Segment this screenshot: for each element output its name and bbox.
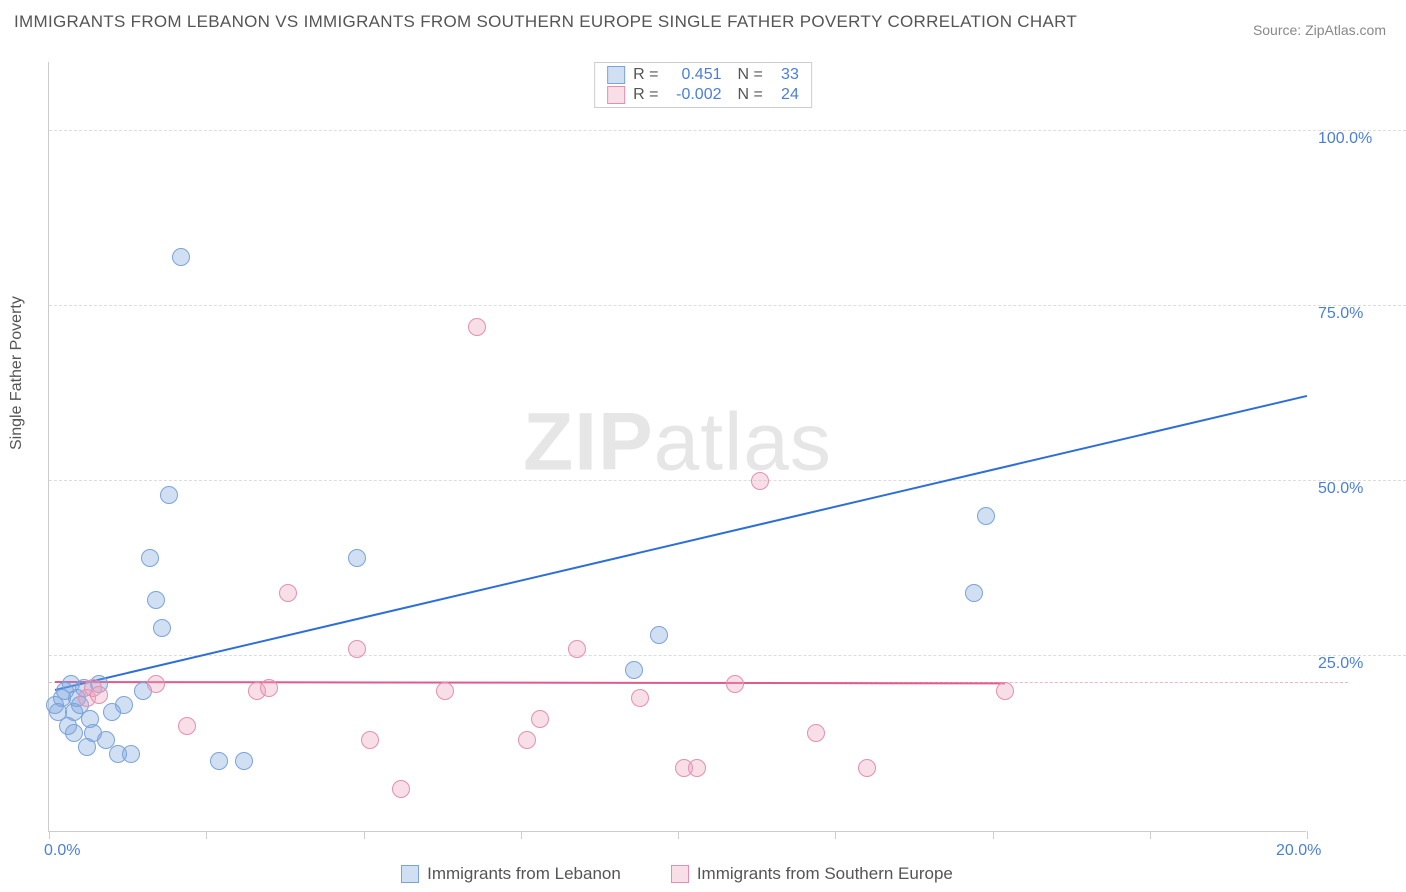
- data-point: [348, 549, 366, 567]
- data-point: [650, 626, 668, 644]
- data-point: [625, 661, 643, 679]
- data-point: [115, 696, 133, 714]
- gridline: [49, 655, 1406, 656]
- legend-n-label: N =: [738, 86, 763, 104]
- trend-line: [55, 395, 1307, 691]
- data-point: [153, 619, 171, 637]
- gridline: [49, 480, 1406, 481]
- data-point: [531, 710, 549, 728]
- y-tick-label: 25.0%: [1318, 655, 1363, 673]
- data-point: [751, 472, 769, 490]
- y-tick-label: 100.0%: [1318, 130, 1372, 148]
- x-tick: [521, 831, 522, 839]
- data-point: [392, 780, 410, 798]
- data-point: [631, 689, 649, 707]
- data-point: [858, 759, 876, 777]
- legend-series-name: Immigrants from Southern Europe: [697, 864, 953, 884]
- legend-row: R = -0.002 N = 24: [595, 85, 811, 105]
- data-point: [726, 675, 744, 693]
- data-point: [178, 717, 196, 735]
- legend-n-label: N =: [738, 66, 763, 84]
- x-tick: [206, 831, 207, 839]
- data-point: [210, 752, 228, 770]
- data-point: [468, 318, 486, 336]
- x-tick: [993, 831, 994, 839]
- watermark-light: atlas: [654, 396, 832, 487]
- legend-r-value: -0.002: [667, 86, 722, 104]
- plot-area: ZIPatlas: [48, 62, 1306, 832]
- data-point: [235, 752, 253, 770]
- y-axis-label: Single Father Poverty: [8, 296, 26, 450]
- y-tick-label: 50.0%: [1318, 480, 1363, 498]
- legend-row: R = 0.451 N = 33: [595, 65, 811, 85]
- legend-swatch: [607, 66, 625, 84]
- data-point: [518, 731, 536, 749]
- data-point: [147, 675, 165, 693]
- x-tick: [678, 831, 679, 839]
- data-point: [807, 724, 825, 742]
- data-point: [348, 640, 366, 658]
- data-point: [260, 679, 278, 697]
- trend-line: [55, 681, 1005, 684]
- x-tick-label: 0.0%: [44, 842, 80, 860]
- data-point: [90, 686, 108, 704]
- data-point: [160, 486, 178, 504]
- legend-item: Immigrants from Southern Europe: [671, 864, 953, 884]
- legend-swatch: [671, 865, 689, 883]
- x-tick: [835, 831, 836, 839]
- data-point: [436, 682, 454, 700]
- data-point: [279, 584, 297, 602]
- legend-n-value: 24: [771, 86, 799, 104]
- legend-swatch: [607, 86, 625, 104]
- gridline: [49, 305, 1406, 306]
- data-point: [141, 549, 159, 567]
- x-tick-label: 20.0%: [1276, 842, 1321, 860]
- x-tick: [1307, 831, 1308, 839]
- legend-r-value: 0.451: [667, 66, 722, 84]
- data-point: [122, 745, 140, 763]
- data-point: [977, 507, 995, 525]
- data-point: [996, 682, 1014, 700]
- data-point: [568, 640, 586, 658]
- watermark-bold: ZIP: [523, 396, 654, 487]
- legend-r-label: R =: [633, 86, 658, 104]
- legend-r-label: R =: [633, 66, 658, 84]
- watermark: ZIPatlas: [523, 395, 832, 489]
- x-tick: [1150, 831, 1151, 839]
- data-point: [172, 248, 190, 266]
- correlation-legend: R = 0.451 N = 33 R = -0.002 N = 24: [594, 62, 812, 108]
- legend-series-name: Immigrants from Lebanon: [427, 864, 621, 884]
- data-point: [688, 759, 706, 777]
- y-tick-label: 75.0%: [1318, 305, 1363, 323]
- data-point: [965, 584, 983, 602]
- x-tick: [49, 831, 50, 839]
- x-tick: [364, 831, 365, 839]
- series-legend: Immigrants from Lebanon Immigrants from S…: [48, 864, 1306, 884]
- data-point: [361, 731, 379, 749]
- legend-swatch: [401, 865, 419, 883]
- chart-title: IMMIGRANTS FROM LEBANON VS IMMIGRANTS FR…: [14, 12, 1077, 32]
- data-point: [147, 591, 165, 609]
- source-attribution: Source: ZipAtlas.com: [1253, 22, 1386, 38]
- gridline: [49, 130, 1406, 131]
- legend-item: Immigrants from Lebanon: [401, 864, 621, 884]
- legend-n-value: 33: [771, 66, 799, 84]
